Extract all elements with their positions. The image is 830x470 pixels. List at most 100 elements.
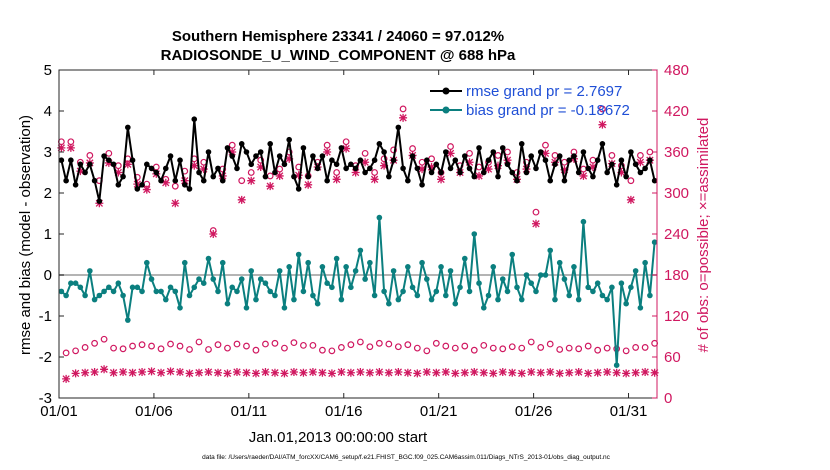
obs-possible-point bbox=[608, 152, 616, 159]
rmse-point bbox=[485, 157, 492, 163]
x-tick-label: 01/06 bbox=[135, 403, 173, 420]
obs-assimilated-point bbox=[593, 368, 602, 377]
rmse-point bbox=[77, 161, 84, 168]
obs-assimilated-point bbox=[422, 368, 431, 377]
obs-assimilated-point bbox=[503, 156, 512, 165]
obs-possible-point bbox=[148, 342, 155, 350]
obs-possible-point bbox=[599, 105, 606, 113]
obs-possible-point bbox=[62, 349, 70, 357]
bias-point bbox=[191, 284, 198, 291]
bias-point bbox=[262, 280, 269, 287]
rmse-point bbox=[281, 161, 288, 168]
y-left-tick-label: -2 bbox=[39, 349, 52, 366]
obs-assimilated-point bbox=[361, 158, 370, 167]
obs-assimilated-point bbox=[555, 369, 564, 378]
bias-point bbox=[257, 276, 264, 282]
bias-point bbox=[457, 284, 463, 291]
obs-assimilated-point bbox=[370, 175, 379, 184]
obs-assimilated-point bbox=[546, 368, 555, 377]
rmse-point bbox=[286, 136, 292, 143]
bias-point bbox=[295, 251, 302, 258]
obs-assimilated-point bbox=[432, 368, 441, 377]
obs-assimilated-point bbox=[280, 369, 289, 378]
obs-assimilated-point bbox=[332, 175, 341, 184]
obs-assimilated-point bbox=[565, 368, 574, 377]
obs-assimilated-point bbox=[441, 368, 450, 377]
bias-point bbox=[305, 259, 311, 266]
rmse-point bbox=[523, 169, 530, 176]
obs-assimilated-point bbox=[294, 171, 303, 180]
obs-assimilated-point bbox=[479, 368, 488, 377]
rmse-point bbox=[167, 153, 174, 159]
bias-point bbox=[205, 255, 212, 262]
obs-possible-point bbox=[632, 344, 640, 351]
obs-possible-point bbox=[176, 342, 184, 350]
obs-assimilated-point bbox=[517, 369, 526, 378]
rmse-point bbox=[224, 145, 231, 151]
obs-assimilated-point bbox=[641, 368, 650, 377]
rmse-point bbox=[552, 161, 558, 168]
obs-assimilated-point bbox=[142, 185, 151, 194]
obs-assimilated-point bbox=[237, 195, 246, 204]
obs-assimilated-point bbox=[228, 148, 237, 156]
rmse-point bbox=[215, 165, 221, 172]
obs-possible-point bbox=[447, 143, 454, 150]
bias-point bbox=[139, 288, 145, 295]
rmse-point bbox=[82, 169, 88, 176]
obs-assimilated-point bbox=[123, 160, 132, 169]
bias-point bbox=[134, 284, 141, 291]
rmse-point bbox=[324, 177, 330, 184]
bias-point bbox=[495, 296, 501, 303]
obs-possible-point bbox=[238, 177, 246, 185]
obs-possible-point bbox=[636, 152, 644, 159]
y-left-tick-label: 1 bbox=[44, 226, 52, 243]
bias-point bbox=[333, 255, 340, 262]
bias-point bbox=[386, 300, 392, 307]
bias-point bbox=[234, 288, 240, 295]
obs-possible-point bbox=[423, 347, 431, 355]
obs-assimilated-point bbox=[299, 368, 308, 377]
obs-assimilated-point bbox=[119, 368, 128, 377]
bias-point bbox=[580, 218, 587, 225]
rmse-point bbox=[134, 186, 141, 192]
bias-point bbox=[438, 264, 444, 270]
bias-point bbox=[537, 272, 544, 278]
rmse-point bbox=[329, 157, 335, 163]
obs-possible-point bbox=[418, 158, 426, 166]
rmse-point bbox=[509, 169, 516, 176]
rmse-point bbox=[571, 153, 577, 159]
obs-assimilated-point bbox=[489, 369, 498, 378]
obs-possible-point bbox=[300, 341, 307, 349]
bias-point bbox=[125, 317, 131, 323]
y-axis-left-label: rmse and bias (model - observation) bbox=[17, 115, 34, 355]
obs-assimilated-point bbox=[100, 365, 109, 374]
rmse-point bbox=[338, 145, 345, 151]
rmse-point bbox=[186, 186, 193, 192]
rmse-point bbox=[647, 157, 653, 163]
rmse-point bbox=[580, 149, 587, 155]
obs-possible-point bbox=[138, 341, 146, 349]
bias-point bbox=[433, 288, 440, 295]
rmse-point bbox=[191, 116, 198, 122]
obs-possible-point bbox=[91, 339, 98, 347]
rmse-point bbox=[433, 161, 440, 168]
bias-point bbox=[461, 255, 468, 262]
obs-possible-point bbox=[537, 344, 545, 351]
bias-point bbox=[552, 296, 558, 303]
rmse-point bbox=[148, 165, 155, 172]
rmse-point bbox=[438, 169, 444, 176]
obs-possible-point bbox=[252, 346, 260, 354]
rmse-point bbox=[305, 173, 311, 180]
rmse-point bbox=[452, 157, 459, 163]
obs-assimilated-point bbox=[579, 171, 588, 180]
bias-point bbox=[324, 280, 330, 287]
bias-point bbox=[200, 280, 207, 287]
rmse-point bbox=[200, 177, 207, 184]
bias-point bbox=[414, 292, 421, 299]
obs-assimilated-point bbox=[90, 368, 99, 377]
obs-assimilated-point bbox=[66, 143, 75, 152]
obs-assimilated-point bbox=[413, 369, 422, 378]
obs-assimilated-point bbox=[270, 368, 279, 377]
y-left-tick-label: -1 bbox=[39, 308, 52, 325]
